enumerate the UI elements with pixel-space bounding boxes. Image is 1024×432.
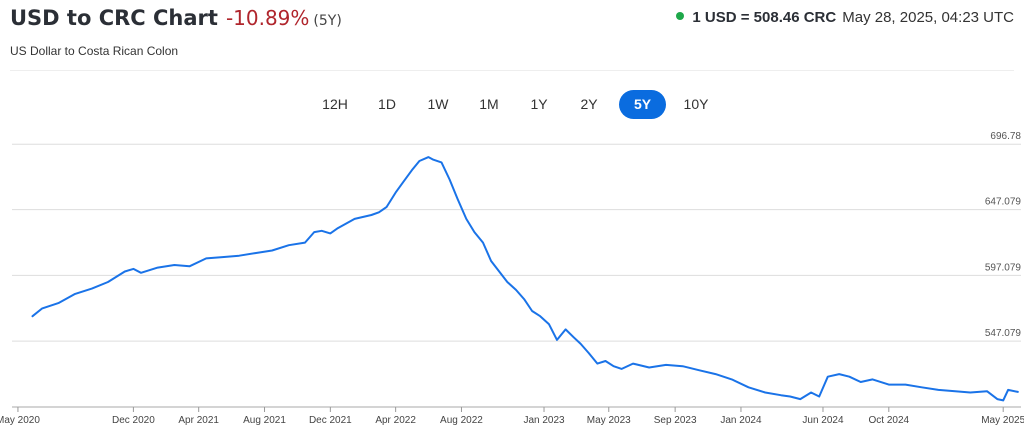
x-tick-label: Aug 2021 (243, 415, 286, 426)
x-tick-label: Dec 2021 (309, 415, 352, 426)
tab-1y[interactable]: 1Y (530, 96, 548, 112)
change-period: (5Y) (313, 13, 342, 29)
tab-10y[interactable]: 10Y (683, 96, 709, 112)
x-tick-label: Jan 2023 (523, 415, 565, 426)
live-quote: 1 USD = 508.46 CRC May 28, 2025, 04:23 UT… (676, 9, 1014, 26)
status-dot-icon (676, 12, 685, 21)
x-tick-label: Sep 2023 (654, 415, 697, 426)
tab-1m[interactable]: 1M (479, 96, 499, 112)
y-tick-label: 597.079 (985, 262, 1022, 273)
x-tick-label: May 2025 (981, 415, 1024, 426)
page-title: USD to CRC Chart (10, 6, 218, 30)
tab-5y[interactable]: 5Y (619, 90, 666, 119)
x-tick-label: Aug 2022 (440, 415, 483, 426)
x-tick-label: Oct 2024 (869, 415, 910, 426)
x-tick-label: Apr 2021 (178, 415, 219, 426)
change-percent: -10.89% (225, 6, 310, 30)
y-tick-label: 547.079 (985, 328, 1022, 339)
x-tick-label: Jun 2024 (802, 415, 844, 426)
pair-subtitle: US Dollar to Costa Rican Colon (10, 44, 179, 58)
tab-2y[interactable]: 2Y (580, 96, 598, 112)
quote-timestamp: May 28, 2025, 04:23 UTC (842, 9, 1014, 26)
tab-1w[interactable]: 1W (427, 96, 449, 112)
x-tick-label: May 2020 (0, 415, 40, 426)
x-tick-label: Apr 2022 (375, 415, 416, 426)
quote-rate: 1 USD = 508.46 CRC (692, 9, 837, 26)
x-tick-label: May 2023 (587, 415, 631, 426)
header-divider (10, 70, 1014, 71)
rate-series-line (31, 156, 1019, 402)
tab-12h[interactable]: 12H (322, 96, 348, 112)
chart-header: USD to CRC Chart -10.89% (5Y) US Dollar to… (10, 4, 1014, 64)
x-tick-label: Dec 2020 (112, 415, 155, 426)
y-tick-label: 647.079 (985, 197, 1022, 208)
title-row: USD to CRC Chart -10.89% (5Y) (10, 6, 342, 30)
tab-1d[interactable]: 1D (378, 96, 396, 112)
x-tick-label: Jan 2024 (720, 415, 762, 426)
y-tick-label: 696.78 (990, 131, 1021, 142)
